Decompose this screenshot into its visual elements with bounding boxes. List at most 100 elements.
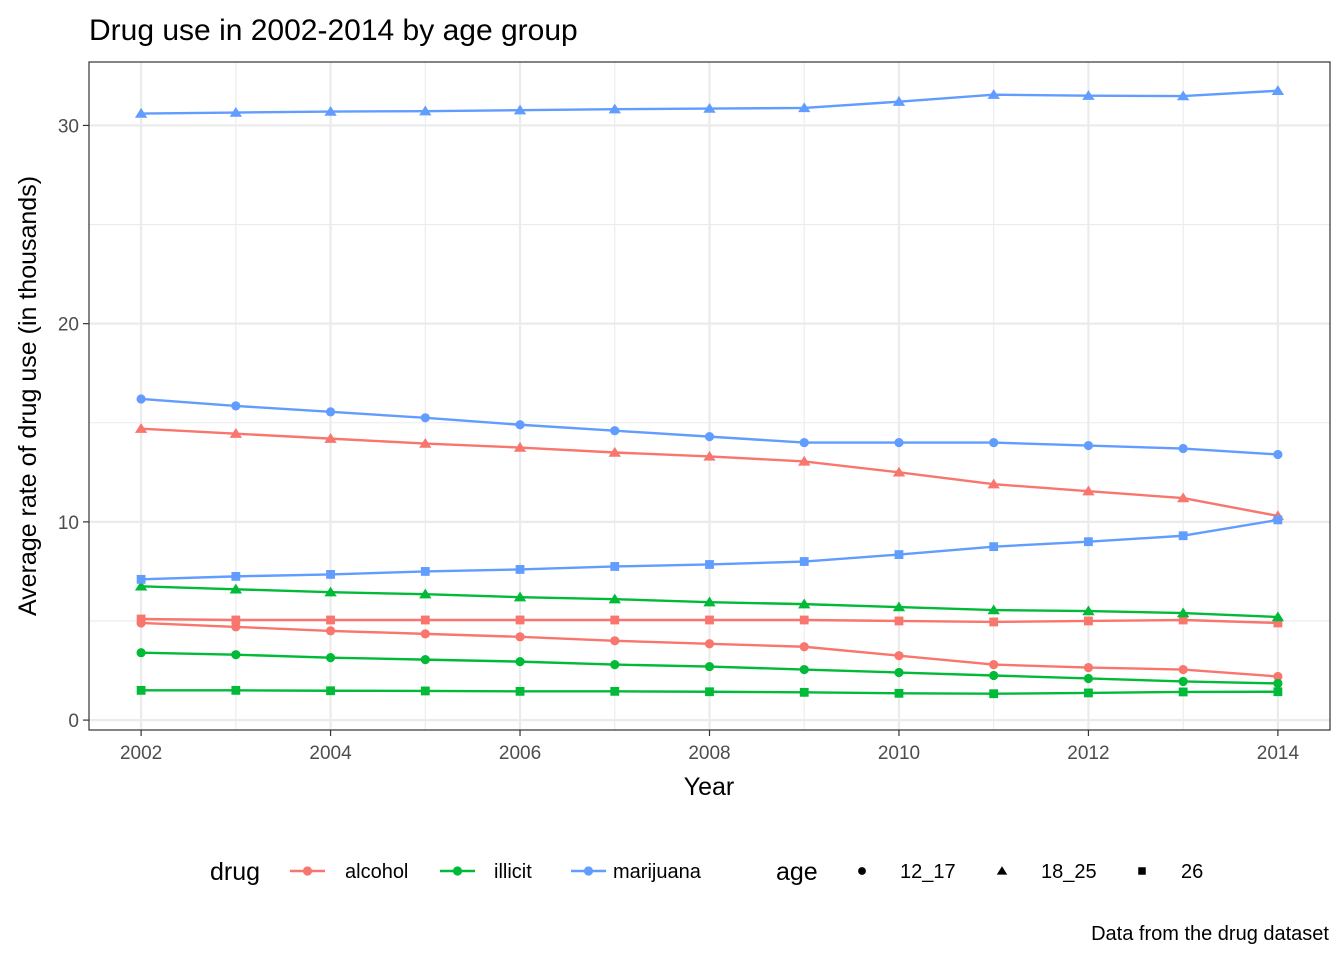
legend-label-alcohol: alcohol bbox=[345, 861, 408, 883]
data-point-illicit-12-17 bbox=[610, 659, 620, 670]
legend-key-marker-age-26 bbox=[1138, 867, 1146, 875]
x-tick-label: 2002 bbox=[120, 743, 162, 764]
data-point-marijuana-26 bbox=[326, 569, 335, 579]
data-point-marijuana-12-17 bbox=[1178, 443, 1188, 454]
data-point-alcohol-12-17 bbox=[799, 642, 809, 652]
data-point-illicit-18-25 bbox=[987, 604, 1000, 615]
series-layer bbox=[134, 85, 1285, 699]
legend-age-title: age bbox=[776, 858, 818, 886]
data-point-illicit-26 bbox=[1178, 687, 1188, 697]
data-point-marijuana-18-25 bbox=[1271, 85, 1285, 95]
data-point-illicit-26 bbox=[420, 686, 430, 696]
data-point-alcohol-12-17 bbox=[325, 626, 336, 636]
data-point-illicit-26 bbox=[326, 686, 335, 696]
data-point-illicit-12-17 bbox=[1178, 676, 1188, 687]
data-point-marijuana-12-17 bbox=[610, 426, 620, 436]
data-point-illicit-18-25 bbox=[513, 591, 527, 602]
data-point-illicit-12-17 bbox=[1273, 678, 1283, 689]
axes: 2002 2004 2006 2008 2010 2012 2014 0 10 20 30 bbox=[58, 116, 1300, 764]
data-point-illicit-18-25 bbox=[419, 588, 432, 599]
y-tick-label: 0 bbox=[68, 711, 79, 732]
data-point-marijuana-12-17 bbox=[799, 437, 809, 448]
data-point-illicit-18-25 bbox=[134, 580, 148, 591]
data-point-alcohol-26 bbox=[1273, 618, 1283, 628]
data-point-marijuana-26 bbox=[610, 562, 620, 571]
data-point-marijuana-18-25 bbox=[892, 96, 906, 106]
data-point-alcohol-26 bbox=[326, 615, 335, 625]
data-point-alcohol-18-25 bbox=[324, 433, 337, 443]
data-point-illicit-12-17 bbox=[515, 657, 525, 667]
data-point-illicit-26 bbox=[894, 688, 904, 698]
data-point-alcohol-18-25 bbox=[987, 478, 1000, 489]
data-point-alcohol-26 bbox=[799, 615, 809, 625]
data-point-illicit-26 bbox=[231, 685, 241, 695]
legend: drug alcohol illicit marijuana age 12_17 18_25… bbox=[210, 858, 1203, 886]
data-point-alcohol-26 bbox=[515, 615, 525, 625]
data-point-alcohol-26 bbox=[420, 615, 430, 625]
data-point-marijuana-18-25 bbox=[134, 107, 148, 118]
data-point-marijuana-12-17 bbox=[231, 401, 241, 411]
data-point-illicit-12-17 bbox=[894, 667, 904, 678]
data-point-marijuana-18-25 bbox=[987, 89, 1000, 99]
data-point-marijuana-12-17 bbox=[704, 432, 715, 442]
data-point-alcohol-12-17 bbox=[1083, 662, 1094, 673]
x-axis-title: Year bbox=[684, 773, 735, 801]
y-tick-label: 30 bbox=[58, 116, 79, 137]
data-point-illicit-26 bbox=[610, 686, 620, 696]
legend-label-age-18-25: 18_25 bbox=[1041, 861, 1097, 883]
data-point-illicit-18-25 bbox=[608, 593, 621, 604]
data-point-alcohol-26 bbox=[705, 615, 714, 625]
data-point-alcohol-12-17 bbox=[515, 632, 525, 642]
data-point-marijuana-18-25 bbox=[798, 102, 811, 113]
data-point-alcohol-18-25 bbox=[229, 428, 242, 438]
data-point-alcohol-18-25 bbox=[608, 446, 621, 457]
data-point-alcohol-18-25 bbox=[134, 423, 148, 433]
data-point-illicit-12-17 bbox=[989, 670, 999, 681]
data-point-illicit-26 bbox=[515, 686, 525, 696]
data-point-marijuana-12-17 bbox=[1273, 449, 1283, 460]
data-point-marijuana-26 bbox=[136, 574, 146, 584]
legend-key-marker-age-12-17 bbox=[858, 867, 866, 875]
data-point-marijuana-26 bbox=[989, 542, 999, 552]
x-tick-label: 2004 bbox=[309, 743, 352, 764]
data-point-marijuana-26 bbox=[894, 550, 904, 559]
x-tick-label: 2014 bbox=[1257, 743, 1300, 764]
data-point-alcohol-26 bbox=[894, 616, 904, 626]
data-point-alcohol-18-25 bbox=[513, 441, 527, 452]
legend-key-marker-alcohol bbox=[302, 866, 313, 876]
data-point-marijuana-12-17 bbox=[136, 394, 146, 404]
data-point-illicit-26 bbox=[989, 689, 999, 699]
data-point-illicit-26 bbox=[1084, 688, 1093, 698]
data-point-marijuana-26 bbox=[1178, 531, 1188, 541]
data-point-marijuana-18-25 bbox=[419, 105, 432, 116]
legend-key-marker-marijuana bbox=[583, 866, 594, 876]
data-point-alcohol-26 bbox=[136, 614, 146, 624]
data-point-marijuana-26 bbox=[420, 567, 430, 576]
data-point-illicit-26 bbox=[705, 687, 714, 697]
data-point-marijuana-18-25 bbox=[608, 103, 621, 114]
y-axis-title: Average rate of drug use (in thousands) bbox=[14, 176, 42, 616]
data-point-alcohol-12-17 bbox=[420, 629, 430, 639]
data-point-illicit-26 bbox=[1273, 687, 1283, 697]
data-point-illicit-18-25 bbox=[229, 583, 242, 594]
data-point-alcohol-12-17 bbox=[1178, 664, 1188, 675]
data-point-marijuana-26 bbox=[515, 565, 525, 574]
data-point-alcohol-26 bbox=[989, 617, 999, 627]
data-point-illicit-12-17 bbox=[231, 650, 241, 660]
data-point-alcohol-26 bbox=[1084, 616, 1093, 626]
data-point-illicit-12-17 bbox=[420, 655, 430, 665]
data-point-alcohol-12-17 bbox=[231, 622, 241, 632]
x-tick-label: 2006 bbox=[499, 743, 541, 764]
data-point-illicit-12-17 bbox=[325, 653, 336, 663]
data-point-alcohol-18-25 bbox=[419, 437, 432, 448]
legend-label-age-26: 26 bbox=[1181, 861, 1203, 883]
data-point-marijuana-18-25 bbox=[703, 102, 716, 113]
data-point-marijuana-18-25 bbox=[229, 106, 242, 117]
data-point-illicit-18-25 bbox=[1082, 605, 1095, 616]
legend-key-marker-age-18-25 bbox=[996, 866, 1008, 875]
data-point-marijuana-18-25 bbox=[1082, 90, 1095, 100]
data-point-illicit-18-25 bbox=[1177, 607, 1190, 618]
data-point-illicit-18-25 bbox=[703, 596, 716, 607]
data-point-illicit-18-25 bbox=[798, 598, 811, 609]
